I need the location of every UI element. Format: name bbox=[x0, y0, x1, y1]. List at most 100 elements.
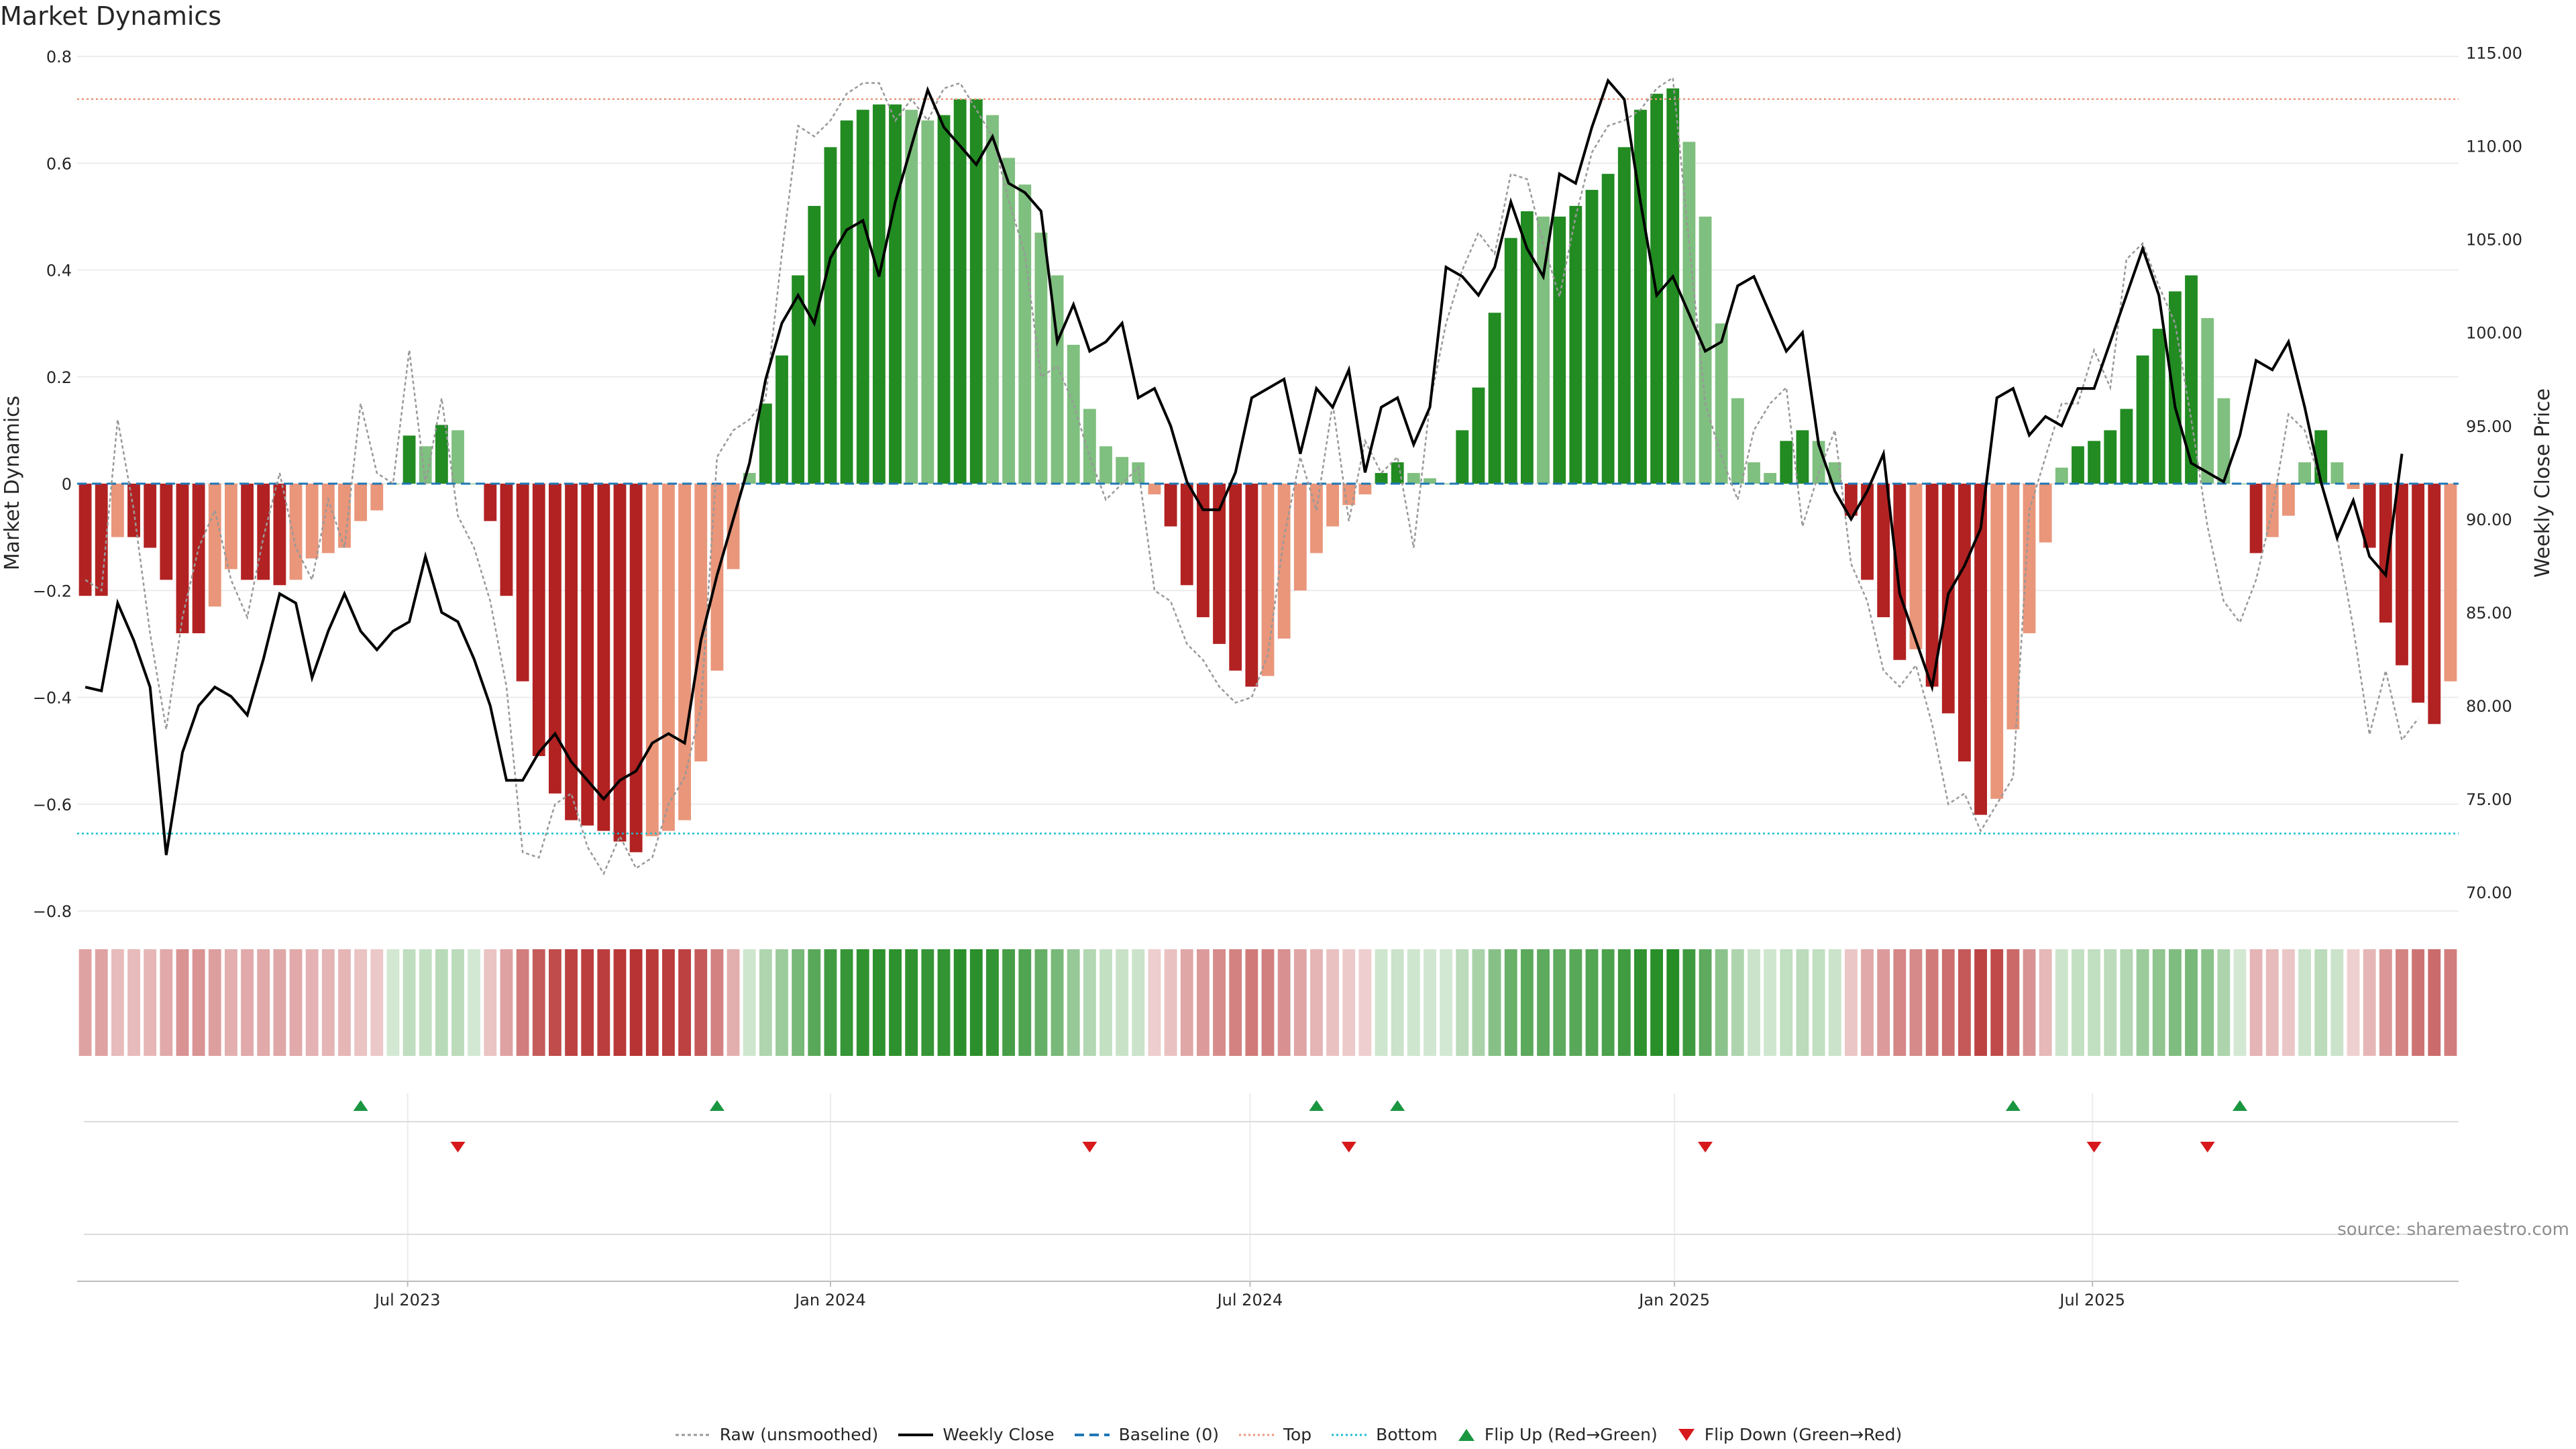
heat-cell bbox=[1844, 949, 1858, 1056]
heat-cell bbox=[629, 949, 643, 1056]
dynamics-bar bbox=[2249, 484, 2263, 553]
weekly-close-line bbox=[85, 78, 2404, 855]
heat-cell bbox=[2298, 949, 2311, 1056]
heat-cell bbox=[1472, 949, 1485, 1056]
legend-raw-label: Raw (unsmoothed) bbox=[719, 1425, 879, 1444]
heat-cell bbox=[1877, 949, 1890, 1056]
dynamics-bar bbox=[856, 109, 869, 484]
dynamics-bar bbox=[2396, 484, 2408, 665]
heat-cell bbox=[2185, 949, 2198, 1056]
dynamics-bar bbox=[1893, 484, 1907, 660]
y2-tick-label: 115.00 bbox=[2466, 44, 2522, 62]
dynamics-bar bbox=[840, 120, 853, 484]
dynamics-bar bbox=[1051, 275, 1064, 484]
heat-cell bbox=[613, 949, 627, 1056]
legend-bottom: Bottom bbox=[1330, 1425, 1438, 1444]
dynamics-bar bbox=[1877, 484, 1890, 618]
dynamics-bar bbox=[127, 484, 140, 537]
heat-cell bbox=[808, 949, 821, 1056]
heat-cell bbox=[1553, 949, 1566, 1056]
heat-cell bbox=[321, 949, 335, 1056]
heat-cell bbox=[402, 949, 416, 1056]
dynamics-bar bbox=[2120, 409, 2133, 484]
dynamics-bar bbox=[645, 484, 659, 837]
heat-cell bbox=[2265, 949, 2279, 1056]
heat-cell bbox=[1083, 949, 1096, 1056]
legend-flip-down-label: Flip Down (Green→Red) bbox=[1704, 1425, 1902, 1444]
x-tick-label: Jul 2025 bbox=[2058, 1291, 2125, 1309]
flip-down-marker bbox=[1341, 1142, 1356, 1152]
dynamics-bar bbox=[273, 484, 286, 586]
heat-cell bbox=[986, 949, 999, 1056]
dynamics-bar bbox=[1213, 484, 1226, 644]
heat-cell bbox=[1682, 949, 1696, 1056]
dynamics-bar bbox=[613, 484, 627, 842]
dynamics-bar bbox=[192, 484, 205, 633]
legend-raw: Raw (unsmoothed) bbox=[674, 1425, 879, 1444]
heat-cell bbox=[775, 949, 788, 1056]
heat-cell bbox=[1326, 949, 1340, 1056]
dynamics-bar bbox=[176, 484, 189, 633]
heat-cell bbox=[710, 949, 724, 1056]
heat-cell bbox=[1617, 949, 1631, 1056]
heat-cell bbox=[484, 949, 497, 1056]
heat-cell bbox=[1699, 949, 1712, 1056]
dynamics-bar bbox=[2185, 275, 2198, 484]
dynamics-bar bbox=[1861, 484, 1874, 580]
legend: Raw (unsmoothed) Weekly Close Baseline (… bbox=[0, 1425, 2576, 1444]
dynamics-bar bbox=[1844, 484, 1858, 516]
dynamics-bar bbox=[1034, 232, 1048, 484]
heat-cell bbox=[1002, 949, 1016, 1056]
dynamics-bar bbox=[2088, 441, 2101, 484]
heat-cell bbox=[872, 949, 885, 1056]
heat-cell bbox=[1424, 949, 1436, 1056]
dynamics-bar bbox=[451, 430, 464, 484]
heat-cell bbox=[2412, 949, 2425, 1056]
dynamics-bar bbox=[581, 484, 594, 826]
dynamics-bar bbox=[484, 484, 497, 521]
dynamics-bar bbox=[986, 115, 999, 484]
dynamics-bar bbox=[1925, 484, 1939, 687]
legend-top-label: Top bbox=[1283, 1425, 1312, 1444]
heat-cell bbox=[1634, 949, 1647, 1056]
y-tick-label: 0 bbox=[62, 475, 72, 494]
line-layer bbox=[77, 76, 2459, 876]
dynamics-bar bbox=[1099, 446, 1112, 484]
heat-cell bbox=[1650, 949, 1664, 1056]
y2-tick-label: 100.00 bbox=[2466, 324, 2522, 343]
heat-cell bbox=[2201, 949, 2214, 1056]
y-tick-label: 0.8 bbox=[46, 48, 72, 66]
heat-cell bbox=[743, 949, 756, 1056]
dynamics-bar bbox=[2363, 484, 2376, 548]
heat-cell bbox=[645, 949, 659, 1056]
dynamics-bar bbox=[1180, 484, 1193, 586]
dynamics-bar bbox=[144, 484, 157, 548]
heat-strip bbox=[78, 949, 2457, 1056]
heat-cell bbox=[1585, 949, 1599, 1056]
dynamics-bar bbox=[1018, 184, 1032, 484]
dynamics-bar bbox=[1666, 88, 1680, 484]
dynamics-bar bbox=[1164, 484, 1177, 527]
dynamics-bar bbox=[1293, 484, 1307, 591]
heat-cell bbox=[451, 949, 464, 1056]
heat-cell bbox=[1715, 949, 1728, 1056]
dynamics-bar bbox=[2006, 484, 2020, 730]
heat-cell bbox=[1261, 949, 1275, 1056]
y-tick-label: 0.6 bbox=[46, 154, 72, 173]
dynamics-bar bbox=[1520, 211, 1534, 484]
dynamics-bar bbox=[1569, 205, 1582, 484]
dynamics-bar bbox=[792, 275, 805, 484]
dynamics-bar bbox=[435, 425, 448, 484]
heat-cell bbox=[2444, 949, 2457, 1056]
flip-markers bbox=[84, 1100, 2459, 1235]
dynamics-bar bbox=[905, 109, 918, 484]
dynamics-bar bbox=[321, 484, 335, 553]
heat-cell bbox=[78, 949, 92, 1056]
dynamics-bar bbox=[241, 484, 254, 580]
dynamics-bar bbox=[889, 104, 902, 484]
dynamics-bar bbox=[2379, 484, 2392, 623]
dynamics-bar bbox=[289, 484, 303, 580]
dynamics-bar bbox=[937, 115, 951, 484]
chart-title: Market Dynamics bbox=[0, 1, 222, 31]
heat-cell bbox=[1196, 949, 1210, 1056]
